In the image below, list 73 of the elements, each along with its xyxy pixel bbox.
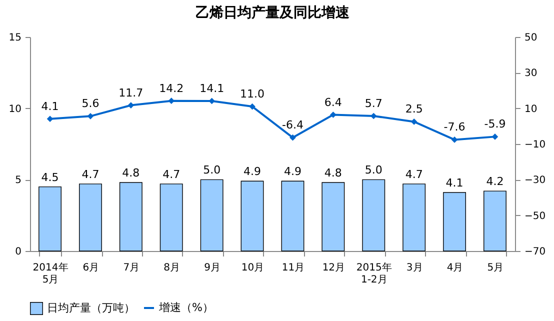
- data-label: 2.5: [405, 102, 423, 116]
- y2-tick-label: 50: [524, 32, 538, 44]
- data-label: -7.6: [444, 120, 466, 134]
- bar: [443, 192, 466, 252]
- point: [410, 118, 418, 125]
- data-label: 4.8: [122, 166, 140, 180]
- x-tick-label: 3月: [406, 262, 423, 274]
- bar: [484, 190, 506, 252]
- bar: [322, 182, 345, 252]
- bar: [119, 182, 142, 252]
- point: [290, 134, 296, 141]
- x-tick-label: 8月: [164, 262, 180, 274]
- x-tick-label: 5月: [487, 262, 504, 274]
- data-label: 6.4: [324, 96, 342, 109]
- data-label: 4.9: [284, 165, 302, 178]
- bar: [362, 179, 386, 252]
- point: [168, 98, 175, 104]
- chart-title: 乙烯日均产量及同比增速: [196, 4, 350, 21]
- y-tick-label: 15: [8, 32, 22, 44]
- data-label: 11.0: [240, 88, 265, 101]
- data-label: 11.7: [118, 86, 144, 100]
- data-label: 4.7: [405, 168, 423, 181]
- data-label: 5.6: [82, 97, 100, 110]
- y-tick-label: 10: [8, 104, 22, 115]
- x-tick-label: 12月: [322, 262, 346, 274]
- x-tick-label: 10月: [241, 262, 264, 274]
- x-tick-label: 7月: [123, 262, 140, 274]
- x-tick-label: 2014年 5月: [32, 262, 68, 286]
- data-label: 4.5: [41, 170, 59, 184]
- x-tick-label: 11月: [282, 262, 305, 274]
- bar: [79, 184, 102, 252]
- data-label: -5.9: [484, 118, 506, 131]
- data-label: 4.1: [41, 100, 59, 113]
- bar: [200, 179, 224, 252]
- legend-label: 增速（%）: [158, 301, 214, 314]
- data-label: 4.8: [324, 166, 342, 180]
- data-label: 4.7: [82, 168, 100, 181]
- point: [492, 134, 498, 140]
- point: [87, 113, 94, 120]
- data-label: 5.7: [364, 97, 382, 110]
- point: [249, 103, 256, 110]
- x-tick-label: 4月: [446, 262, 464, 274]
- bar: [160, 184, 183, 252]
- data-label: 5.0: [203, 164, 221, 177]
- data-label: 4.7: [162, 168, 180, 181]
- x-tick-label: 9月: [204, 262, 221, 274]
- bar: [281, 180, 304, 252]
- x-tick-label: 2015年 1-2月: [356, 262, 392, 286]
- y-tick-label: 0: [15, 246, 22, 258]
- data-label: 4.1: [446, 176, 464, 190]
- point: [451, 136, 458, 143]
- data-label: 4.9: [244, 165, 262, 178]
- point: [46, 116, 54, 122]
- x-tick-label: 6月: [82, 262, 100, 274]
- y2-tick-label: 30: [524, 68, 538, 80]
- legend-label: 日均产量（万吨）: [47, 302, 135, 314]
- y2-tick-label: 10: [524, 104, 538, 115]
- y2-tick-label: −30: [524, 175, 546, 186]
- point: [208, 98, 215, 104]
- bar: [402, 184, 426, 252]
- y2-tick-label: −70: [524, 246, 546, 258]
- y2-tick-label: −50: [524, 210, 546, 222]
- bar: [240, 180, 264, 252]
- bar: [38, 186, 62, 252]
- data-label: 5.0: [364, 164, 382, 177]
- point: [128, 102, 134, 108]
- point: [370, 112, 377, 120]
- data-label: 14.2: [159, 82, 184, 95]
- y-tick-label: 5: [15, 175, 22, 186]
- data-label: -6.4: [282, 118, 304, 132]
- data-label: 4.2: [486, 175, 504, 188]
- y2-tick-label: −10: [524, 140, 546, 150]
- data-label: 14.1: [200, 82, 224, 96]
